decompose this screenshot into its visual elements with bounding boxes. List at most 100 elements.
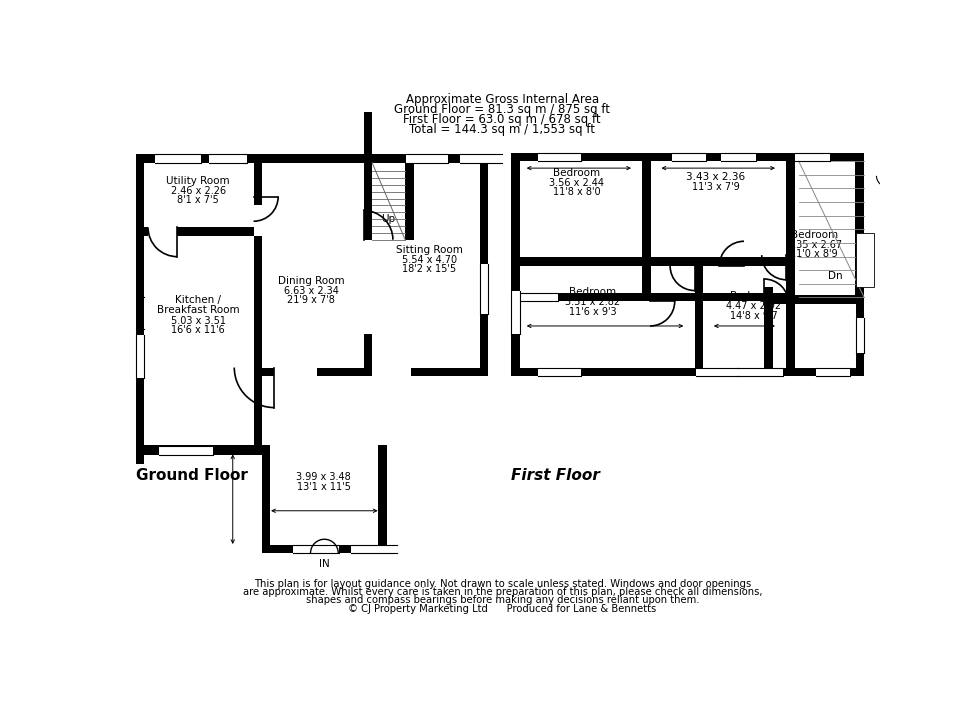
Text: IN: IN [319,559,329,569]
Bar [364,154,414,163]
Bar [795,153,829,161]
Bar [209,154,247,163]
Text: 3.35 x 2.67: 3.35 x 2.67 [787,240,842,250]
Bar [815,367,851,376]
Text: First Floor = 63.0 sq m / 678 sq ft: First Floor = 63.0 sq m / 678 sq ft [404,113,601,127]
Bar [364,154,372,240]
Text: are approximate. Whilst every care is taken in the preparation of this plan, ple: are approximate. Whilst every care is ta… [242,587,762,597]
Bar [136,455,144,464]
Text: 11'0 x 8'9: 11'0 x 8'9 [790,249,838,259]
Bar [764,295,864,304]
Bar [254,154,262,236]
Text: 3.51 x 2.82: 3.51 x 2.82 [564,297,620,307]
Bar [856,319,864,353]
Bar [480,154,488,376]
Text: © CJ Property Marketing Ltd      Produced for Lane & Bennetts: © CJ Property Marketing Ltd Produced for… [348,604,657,614]
Bar [512,293,790,302]
Bar [254,205,262,236]
Text: 11'6 x 9'3: 11'6 x 9'3 [568,307,616,316]
Bar [364,333,372,376]
Bar [856,233,874,287]
Text: 3.99 x 3.48: 3.99 x 3.48 [296,472,351,482]
Bar [136,445,262,454]
Bar [855,153,863,302]
Text: First Floor: First Floor [512,469,601,484]
Bar [262,544,387,553]
Bar [880,169,895,184]
Text: 11'8 x 8'0: 11'8 x 8'0 [553,188,601,198]
Text: Total = 144.3 sq m / 1,553 sq ft: Total = 144.3 sq m / 1,553 sq ft [410,123,595,137]
Bar [764,287,772,376]
Bar [460,154,503,163]
Bar [293,544,339,553]
Text: 8'1 x 7'5: 8'1 x 7'5 [177,195,219,205]
Bar [148,227,177,236]
Text: 11'3 x 7'9: 11'3 x 7'9 [692,182,740,192]
Bar [351,544,397,553]
Text: 16'6 x 11'6: 16'6 x 11'6 [172,325,225,335]
Text: Dining Room: Dining Room [278,276,345,286]
Bar [136,227,262,236]
Text: 6.63 x 2.34: 6.63 x 2.34 [284,286,339,296]
Text: Kitchen /: Kitchen / [175,295,221,305]
Bar [721,153,756,161]
Text: Utility Room: Utility Room [167,176,230,185]
Text: Bedroom: Bedroom [730,291,777,302]
Bar [538,367,581,376]
Bar [254,154,358,163]
Bar [254,236,262,455]
Bar [364,154,488,163]
Bar [406,154,449,163]
Text: 18'2 x 15'5: 18'2 x 15'5 [402,264,456,275]
Text: Bedroom: Bedroom [791,229,838,240]
Bar [512,258,790,266]
Text: Bedroom: Bedroom [568,287,615,297]
Bar [411,367,488,376]
Bar [737,367,783,376]
Bar [136,154,144,236]
Bar [671,153,707,161]
Bar [695,262,704,376]
Bar [643,153,651,302]
Text: 3.43 x 2.36: 3.43 x 2.36 [686,172,745,182]
Bar [254,445,270,454]
Bar [378,445,387,553]
Bar [136,236,144,455]
Text: 5.54 x 4.70: 5.54 x 4.70 [402,255,457,265]
Text: 14'8 x 9'7: 14'8 x 9'7 [730,311,778,321]
Bar [697,367,739,376]
Text: 2.46 x 2.26: 2.46 x 2.26 [171,185,225,196]
Bar [136,335,144,377]
Bar [512,153,864,161]
Text: 4.47 x 2.92: 4.47 x 2.92 [726,302,782,312]
Text: Ground Floor = 81.3 sq m / 875 sq ft: Ground Floor = 81.3 sq m / 875 sq ft [394,103,611,116]
Bar [155,154,201,163]
Text: 5.03 x 3.51: 5.03 x 3.51 [171,316,225,326]
Bar [764,367,864,376]
Text: 3.56 x 2.44: 3.56 x 2.44 [550,178,605,188]
Bar [262,445,270,553]
Bar [254,367,372,376]
Text: Ground Floor: Ground Floor [136,469,248,484]
Bar [512,367,864,376]
Text: Bedroom: Bedroom [554,168,601,178]
Bar [512,153,520,376]
Text: Approximate Gross Internal Area: Approximate Gross Internal Area [406,93,599,106]
Bar [364,112,372,240]
Text: Dn: Dn [827,270,842,280]
Bar [512,291,520,333]
Ellipse shape [904,170,925,183]
Text: This plan is for layout guidance only. Not drawn to scale unless stated. Windows: This plan is for layout guidance only. N… [254,578,751,588]
Bar [406,154,414,240]
Bar [480,264,488,314]
Bar [786,153,795,376]
Bar [538,153,581,161]
Bar [274,367,317,376]
Bar [856,153,864,295]
Text: Breakfast Room: Breakfast Room [157,305,239,315]
Text: Sitting Room: Sitting Room [396,245,463,255]
Bar [254,154,372,163]
Bar [136,154,262,163]
Bar [856,295,864,376]
Bar [136,446,262,455]
